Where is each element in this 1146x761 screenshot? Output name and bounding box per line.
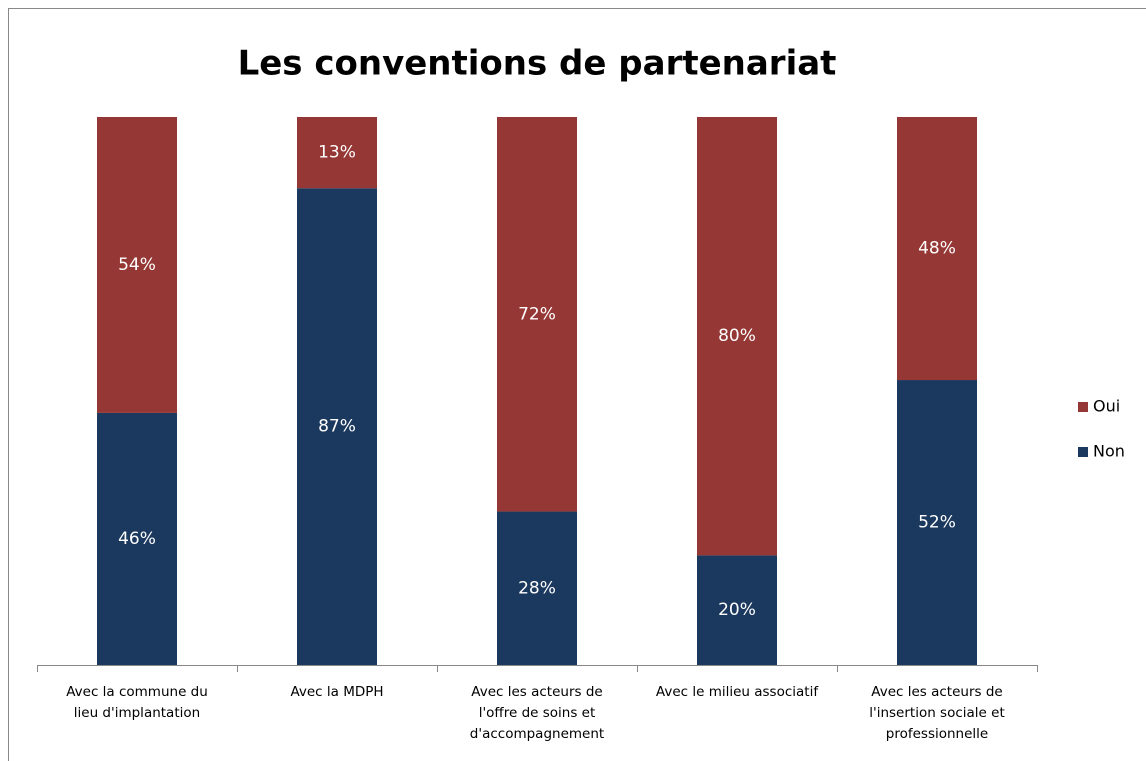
value-label: 87%	[318, 417, 356, 437]
bar-segment	[297, 188, 377, 666]
legend-swatch	[1078, 402, 1088, 412]
value-label: 48%	[918, 239, 956, 259]
x-tick-label: Avec les acteurs de l'offre de soins et d'…	[470, 684, 604, 742]
value-label: 72%	[518, 304, 556, 324]
chart-title: Les conventions de partenariat	[238, 44, 837, 84]
value-label: 28%	[518, 578, 556, 598]
bar-segment	[97, 412, 177, 665]
value-label: 80%	[718, 326, 756, 346]
value-label: 20%	[718, 600, 756, 620]
value-label: 46%	[118, 529, 156, 549]
bar-segment	[297, 117, 377, 189]
x-tick-label: Avec la MDPH	[290, 684, 383, 700]
bar-segment	[497, 511, 577, 665]
value-label: 13%	[318, 143, 356, 163]
legend-label: Non	[1093, 442, 1125, 461]
bar-segment	[697, 117, 777, 556]
x-tick-label: Avec les acteurs de l'insertion sociale e…	[869, 684, 1005, 742]
value-label: 52%	[918, 513, 956, 533]
bar-segment	[897, 117, 977, 381]
bar-segment	[497, 117, 577, 512]
bar-segment	[697, 555, 777, 665]
bar-segment	[97, 117, 177, 413]
value-label: 54%	[118, 255, 156, 275]
x-tick-label: Avec la commune du lieu d'implantation	[66, 684, 208, 721]
legend-swatch	[1078, 447, 1088, 457]
x-tick-label: Avec le milieu associatif	[656, 684, 819, 700]
legend-label: Oui	[1093, 397, 1120, 416]
bar-segment	[897, 380, 977, 665]
